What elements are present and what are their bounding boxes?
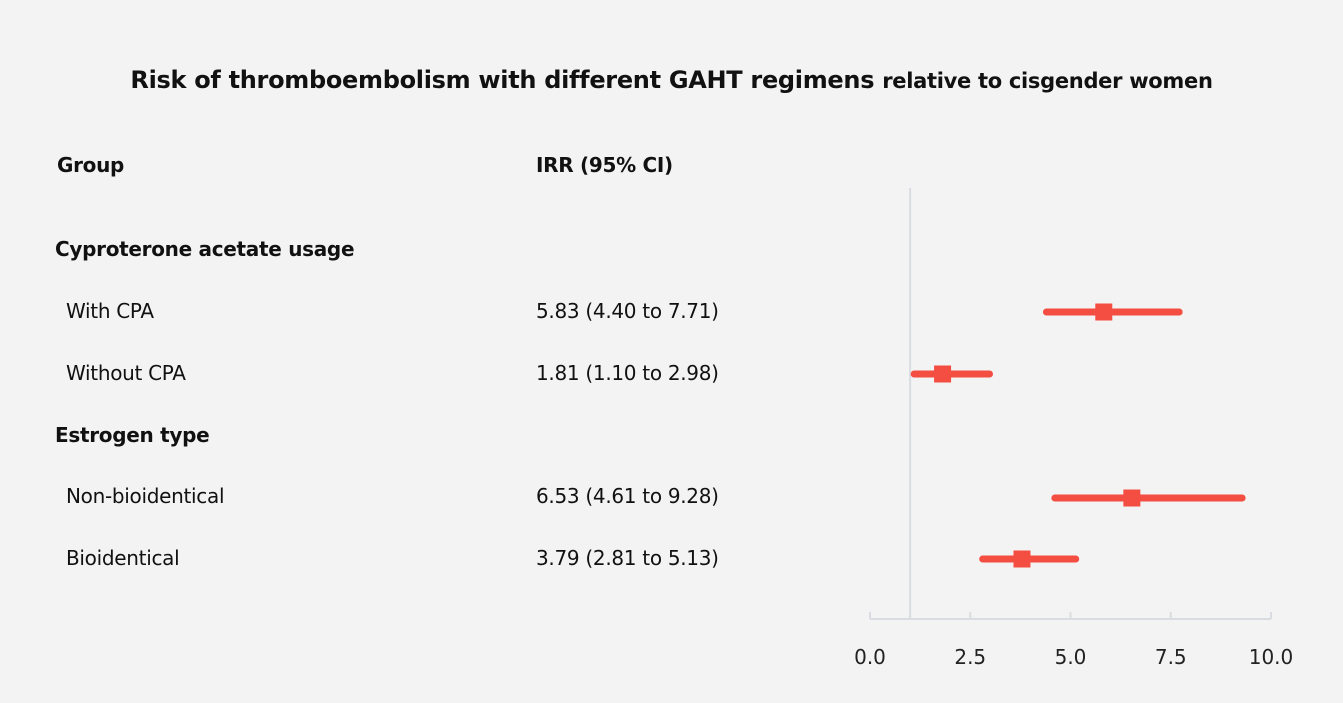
row-estimate: 6.53 (4.61 to 9.28) <box>536 484 719 508</box>
x-tick-label: 10.0 <box>1249 645 1294 669</box>
chart-title: Risk of thromboembolism with different G… <box>0 66 1343 94</box>
row-label: Without CPA <box>66 361 186 385</box>
title-main: Risk of thromboembolism with different G… <box>130 66 875 94</box>
row-label: Bioidentical <box>66 546 180 570</box>
point-estimate <box>1123 489 1141 507</box>
x-tick-label: 7.5 <box>1155 645 1187 669</box>
x-tick-label: 2.5 <box>954 645 986 669</box>
chart-subtitle: relative to cisgender women <box>882 69 1213 93</box>
point-estimate <box>1013 550 1031 568</box>
point-estimate <box>934 365 952 383</box>
row-label: With CPA <box>66 299 154 323</box>
row-estimate: 1.81 (1.10 to 2.98) <box>536 361 719 385</box>
point-estimate <box>1095 303 1113 321</box>
row-label: Non-bioidentical <box>66 484 225 508</box>
section-label: Estrogen type <box>55 423 210 447</box>
header-group: Group <box>57 153 125 177</box>
row-estimate: 5.83 (4.40 to 7.71) <box>536 299 719 323</box>
x-tick-label: 0.0 <box>854 645 886 669</box>
x-tick-label: 5.0 <box>1055 645 1087 669</box>
header-irr: IRR (95% CI) <box>536 153 673 177</box>
row-estimate: 3.79 (2.81 to 5.13) <box>536 546 719 570</box>
section-label: Cyproterone acetate usage <box>55 237 355 261</box>
